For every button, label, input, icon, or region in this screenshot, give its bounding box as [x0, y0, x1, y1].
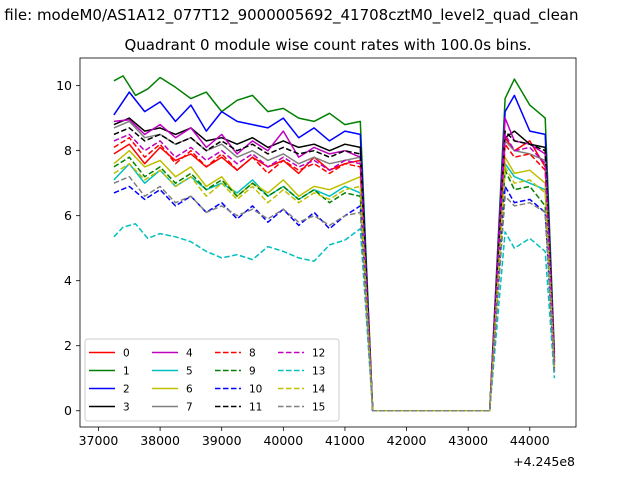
legend-label-0: 0 — [123, 348, 130, 360]
series-1-line — [113, 75, 556, 412]
y-tick-label: 4 — [64, 273, 72, 288]
y-tick-label: 0 — [64, 403, 72, 418]
y-tick-label: 8 — [64, 143, 72, 158]
legend-label-11: 11 — [249, 402, 262, 414]
chart-title: Quadrant 0 module wise count rates with … — [124, 36, 531, 54]
legend-label-2: 2 — [123, 384, 130, 396]
legend-label-14: 14 — [312, 384, 326, 396]
figure-suptitle: n file: modeM0/AS1A12_077T12_9000005692_… — [0, 6, 579, 25]
series-14-line — [113, 162, 556, 412]
x-tick-label: 37000 — [79, 433, 119, 448]
series-6-line — [113, 149, 556, 412]
y-tick-label: 10 — [56, 78, 72, 93]
legend-label-10: 10 — [249, 384, 262, 396]
legend-label-9: 9 — [249, 366, 256, 378]
x-axis-offset-label: +4.245e8 — [513, 454, 575, 469]
legend-label-8: 8 — [249, 348, 256, 360]
legend-label-1: 1 — [123, 366, 130, 378]
legend-label-12: 12 — [312, 348, 325, 360]
x-tick-label: 41000 — [325, 433, 365, 448]
legend-label-5: 5 — [186, 366, 193, 378]
series-4-line — [113, 117, 556, 412]
x-tick-label: 38000 — [140, 433, 180, 448]
x-tick-label: 40000 — [263, 433, 303, 448]
legend-label-3: 3 — [123, 402, 130, 414]
legend-box — [84, 338, 340, 422]
x-tick-label: 42000 — [387, 433, 427, 448]
x-tick-label: 43000 — [448, 433, 488, 448]
axes: 37000 38000 39000 40000 41000 42000 43000 44000… — [56, 57, 577, 448]
axes-frame — [79, 57, 577, 428]
plot-area — [113, 75, 556, 412]
legend-label-7: 7 — [186, 402, 193, 414]
y-tick-label: 6 — [64, 208, 72, 223]
series-11-line — [113, 127, 556, 412]
series-13-line — [113, 223, 556, 412]
legend-label-13: 13 — [312, 366, 325, 378]
series-8-line — [113, 136, 556, 412]
x-tick-label: 44000 — [510, 433, 550, 448]
series-10-line — [113, 185, 556, 412]
x-tick-label: 39000 — [202, 433, 242, 448]
series-0-line — [113, 136, 556, 412]
legend-label-4: 4 — [186, 348, 193, 360]
series-2-line — [113, 91, 556, 412]
legend-label-15: 15 — [312, 402, 325, 414]
series-9-line — [113, 156, 556, 412]
y-tick-label: 2 — [64, 338, 72, 353]
series-15-line — [113, 175, 556, 412]
legend-label-6: 6 — [186, 384, 193, 396]
series-12-line — [113, 133, 556, 412]
